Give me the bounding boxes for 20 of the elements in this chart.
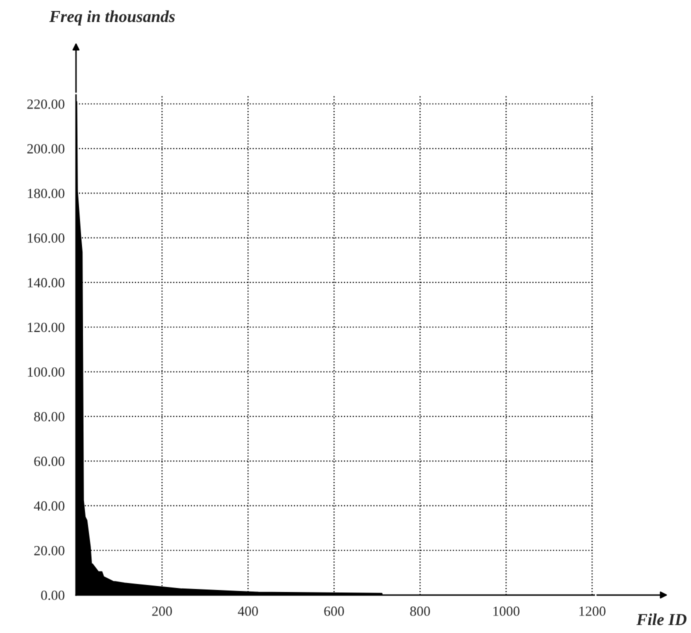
y-tick-label: 20.00 (34, 546, 64, 556)
y-tick-label: 120.00 (28, 322, 64, 332)
y-tick-label: 0.00 (41, 590, 64, 600)
y-tick-label: 220.00 (27, 99, 64, 109)
y-tick-label: 180.00 (28, 188, 64, 198)
x-tick-label: 800 (410, 606, 430, 616)
x-tick-label: 1000 (493, 606, 520, 616)
y-tick-label: 80.00 (34, 412, 64, 422)
y-tick-label: 160.00 (28, 233, 64, 243)
x-tick-label: 600 (324, 606, 344, 616)
y-tick-label: 60.00 (34, 456, 64, 466)
x-tick-label: 200 (152, 606, 172, 616)
y-tick-label: 100.00 (28, 367, 64, 377)
x-tick-label: 1200 (579, 606, 606, 616)
y-axis-title: Freq in thousands (49, 10, 175, 26)
y-tick-label: 200.00 (27, 144, 64, 154)
x-axis-title: File ID (636, 613, 686, 626)
y-tick-label: 40.00 (34, 501, 64, 511)
x-tick-label: 400 (238, 606, 258, 616)
y-tick-label: 140.00 (28, 278, 64, 288)
